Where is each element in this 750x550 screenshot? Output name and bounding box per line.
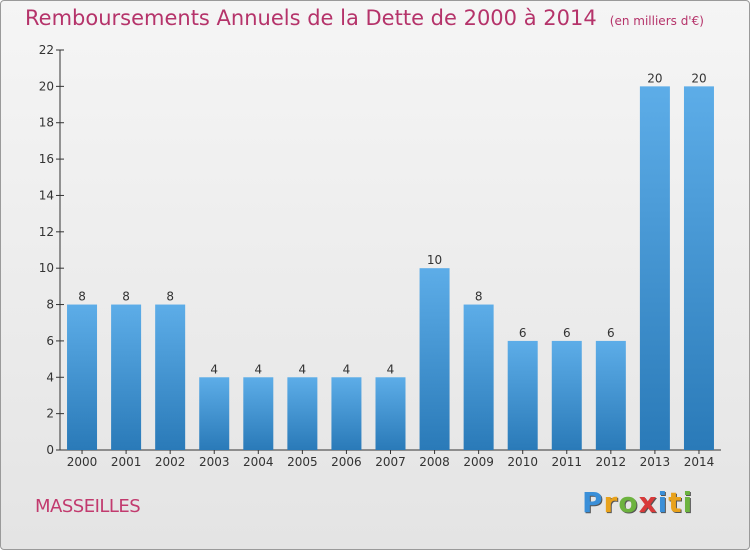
data-label: 10 [427,253,442,267]
logo-letter: t [668,486,683,519]
bar-2013 [639,86,670,450]
x-tick-label: 2012 [596,455,627,469]
logo-letter: o [618,486,639,519]
y-tick-label: 22 [39,43,54,57]
data-label: 6 [563,326,571,340]
logo-letter: x [638,486,658,519]
x-tick-label: 2006 [331,455,362,469]
x-tick-label: 2010 [507,455,538,469]
x-tick-label: 2007 [375,455,406,469]
chart-unit-note: (en milliers d'€) [609,14,704,28]
bar-2007 [375,377,406,450]
y-tick-label: 0 [46,443,54,457]
y-tick-label: 12 [39,225,54,239]
y-tick-label: 8 [46,298,54,312]
data-label: 8 [166,290,174,304]
x-tick-label: 2002 [155,455,186,469]
data-label: 20 [691,71,706,85]
chart-title: Remboursements Annuels de la Dette de 20… [25,6,704,30]
bar-2004 [243,377,274,450]
y-tick-label: 20 [39,79,54,93]
proxiti-logo: Proxiti [582,486,693,519]
chart-title-text: Remboursements Annuels de la Dette de 20… [25,6,597,30]
data-label: 8 [78,290,86,304]
bar-2001 [111,304,142,450]
bar-2003 [199,377,230,450]
commune-name: MASSEILLES [35,496,141,517]
bar-2012 [595,340,626,450]
logo-letter: r [603,486,619,519]
x-tick-label: 2001 [111,455,142,469]
data-label: 4 [387,362,395,376]
bar-2009 [463,304,494,450]
y-tick-label: 14 [39,188,54,202]
x-tick-label: 2013 [640,455,671,469]
bar-2010 [507,340,538,450]
x-tick-label: 2003 [199,455,230,469]
x-tick-label: 2008 [419,455,450,469]
bar-2002 [155,304,186,450]
data-label: 4 [299,362,307,376]
data-label: 4 [343,362,351,376]
y-tick-label: 6 [46,334,54,348]
data-label: 8 [122,290,130,304]
x-tick-label: 2004 [243,455,274,469]
bar-2006 [331,377,362,450]
data-label: 4 [210,362,218,376]
logo-letter: i [657,486,669,519]
bar-2008 [419,268,450,450]
data-label: 6 [519,326,527,340]
x-tick-label: 2014 [684,455,715,469]
y-tick-label: 10 [39,261,54,275]
x-tick-label: 2000 [67,455,98,469]
logo-letter: P [582,486,604,519]
bar-2014 [683,86,714,450]
x-tick-label: 2009 [463,455,494,469]
logo-letter: i [682,486,694,519]
bar-2005 [287,377,318,450]
data-label: 6 [607,326,615,340]
y-tick-label: 16 [39,152,54,166]
y-tick-label: 2 [46,407,54,421]
x-tick-label: 2005 [287,455,318,469]
bar-2000 [67,304,98,450]
y-tick-label: 4 [46,370,54,384]
y-tick-label: 18 [39,116,54,130]
data-label: 8 [475,290,483,304]
bar-2011 [551,340,582,450]
data-label: 4 [254,362,262,376]
x-tick-label: 2011 [551,455,582,469]
data-label: 20 [647,71,662,85]
